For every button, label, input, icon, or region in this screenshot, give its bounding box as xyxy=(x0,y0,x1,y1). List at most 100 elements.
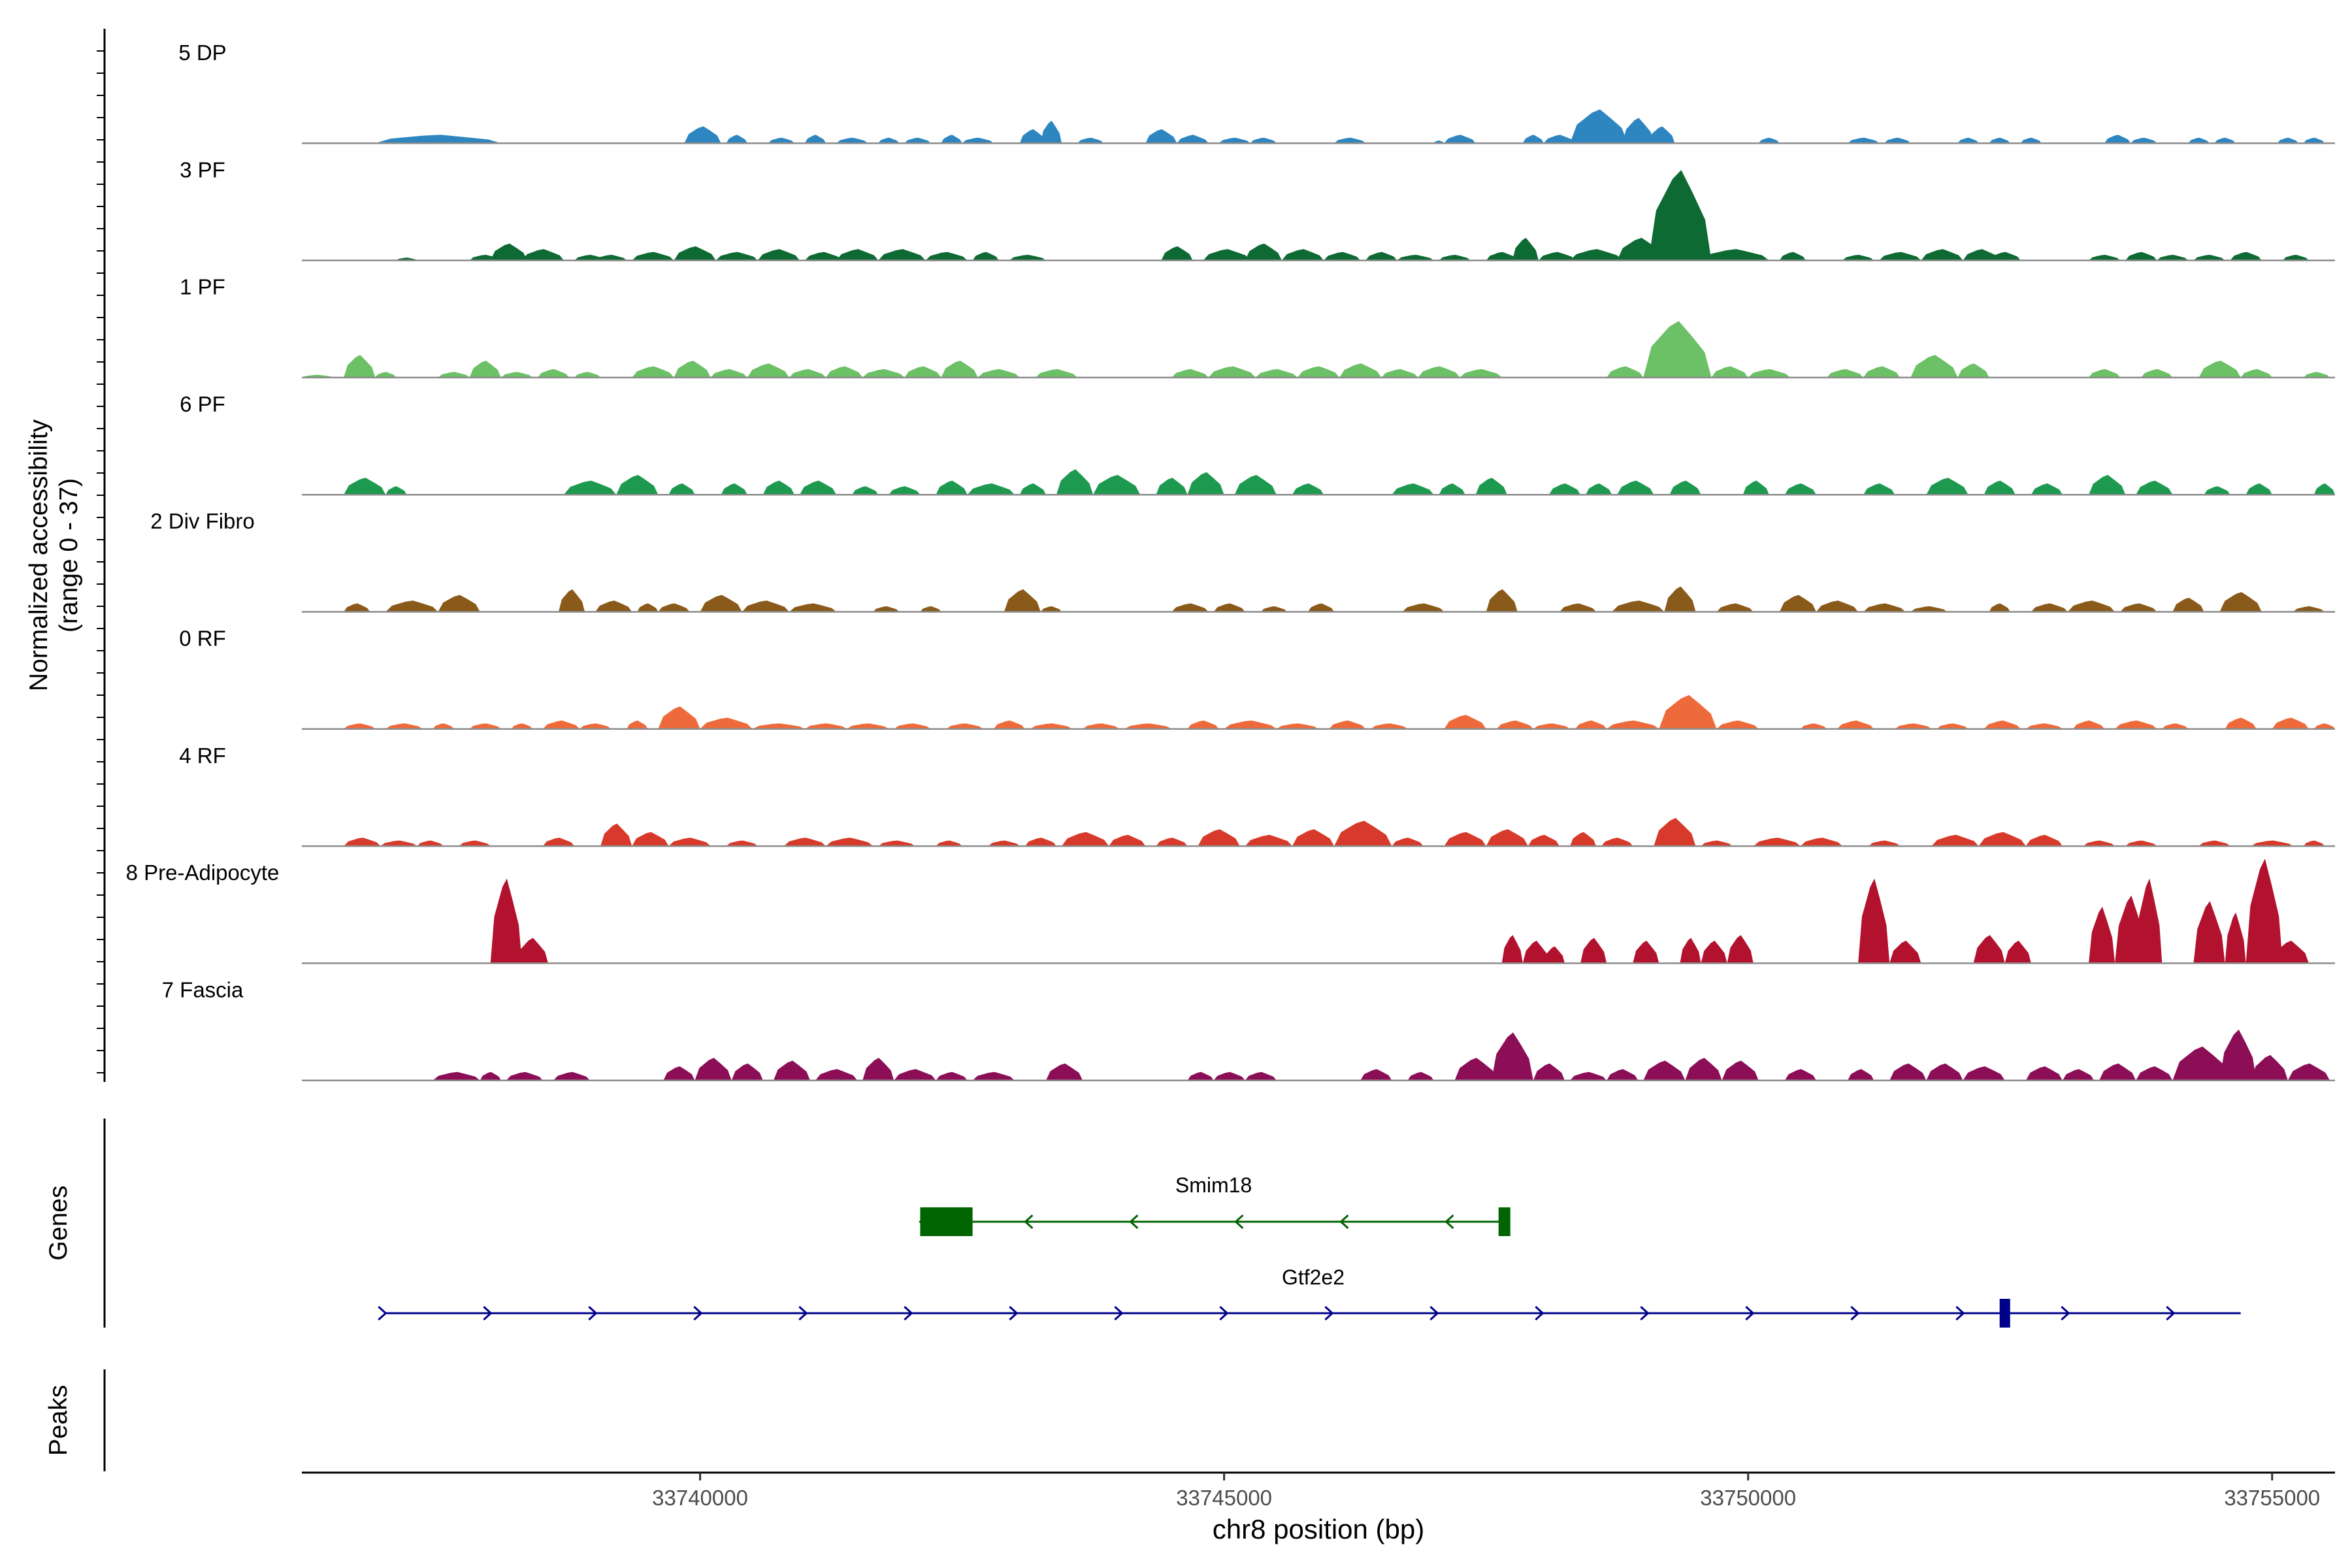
coverage-peak xyxy=(1863,483,1895,495)
coverage-peak xyxy=(941,135,962,144)
coverage-peak xyxy=(894,1069,936,1081)
coverage-peak xyxy=(2089,255,2121,261)
coverage-peak xyxy=(2099,1063,2136,1081)
coverage-peak xyxy=(516,938,548,964)
coverage-peak xyxy=(904,137,931,144)
coverage-peak xyxy=(1648,126,1675,144)
coverage-peak xyxy=(2240,368,2272,378)
coverage-peak xyxy=(1957,137,1979,144)
coverage-peak xyxy=(1371,723,1408,729)
coverage-peak xyxy=(1753,838,1801,847)
coverage-peak xyxy=(1895,723,1932,729)
coverage-peak xyxy=(2225,717,2257,729)
strand-arrow xyxy=(904,1305,913,1321)
coverage-peak xyxy=(1848,137,1880,144)
coverage-peak xyxy=(904,366,941,378)
strand-arrow xyxy=(1640,1305,1650,1321)
coverage-peak xyxy=(2313,723,2335,729)
coverage-peak xyxy=(1957,363,1989,378)
track-7: 8 Pre-Adipocyte xyxy=(126,858,2335,964)
coverage-peak xyxy=(1827,368,1864,378)
coverage-peak xyxy=(2303,840,2325,847)
coverage-peak xyxy=(1407,1071,1434,1081)
coverage-peak xyxy=(1842,255,1874,261)
coverage-peak xyxy=(1648,170,1712,261)
coverage-peak xyxy=(1334,137,1366,144)
coverage-peak xyxy=(752,723,805,729)
coverage-peak xyxy=(1758,137,1780,144)
coverage-peak xyxy=(469,723,501,729)
coverage-peak xyxy=(1869,840,1901,847)
coverage-peak xyxy=(344,723,376,729)
coverage-peak xyxy=(2214,137,2236,144)
coverage-peak xyxy=(1580,938,1607,964)
coverage-peak xyxy=(977,368,1020,378)
coverage-peak xyxy=(1748,368,1790,378)
track-label: 7 Fascia xyxy=(162,977,244,1002)
coverage-peak xyxy=(1575,720,1607,729)
coverage-peak xyxy=(375,372,397,378)
coverage-peak xyxy=(826,366,863,378)
coverage-peak xyxy=(658,706,700,729)
coverage-peak xyxy=(2172,597,2204,612)
strand-arrow xyxy=(1850,1305,1860,1321)
coverage-peak xyxy=(710,368,747,378)
coverage-peak xyxy=(1722,1060,1759,1081)
coverage-peak xyxy=(417,840,444,847)
coverage-peak xyxy=(1093,474,1141,495)
coverage-peak xyxy=(1475,478,1507,495)
coverage-peak xyxy=(1669,480,1701,495)
coverage-peak xyxy=(438,372,470,378)
coverage-peak xyxy=(1963,249,2000,261)
track-0: 5 DP xyxy=(178,41,2335,144)
coverage-peak xyxy=(1501,935,1523,964)
coverage-peak xyxy=(2272,940,2309,964)
coverage-peak xyxy=(1486,252,1518,261)
coverage-peak xyxy=(2219,592,2262,612)
coverage-peak xyxy=(1213,603,1245,612)
coverage-peak xyxy=(1402,603,1445,612)
coverage-peak xyxy=(1062,832,1109,847)
coverage-peak xyxy=(1486,829,1528,847)
coverage-peak xyxy=(1936,723,1968,729)
coverage-peak xyxy=(2141,368,2173,378)
coverage-peak xyxy=(2293,606,2325,612)
coverage-peak xyxy=(2277,137,2298,144)
coverage-peak xyxy=(2198,361,2241,378)
coverage-peak xyxy=(1701,840,1733,847)
coverage-peak xyxy=(1664,586,1696,612)
coverage-peak xyxy=(878,249,926,261)
coverage-peak xyxy=(627,720,648,729)
coverage-peak xyxy=(1187,720,1219,729)
coverage-peak xyxy=(1491,1032,1533,1081)
coverage-peak xyxy=(542,720,580,729)
track-label: 3 PF xyxy=(180,157,225,182)
gene-gtf2e2: Gtf2e2 xyxy=(378,1266,2241,1328)
coverage-peak xyxy=(1921,249,1963,261)
coverage-peak xyxy=(1716,720,1759,729)
coverage-peak xyxy=(1260,606,1287,612)
coverage-peak xyxy=(1109,834,1146,847)
coverage-peak xyxy=(2246,858,2283,964)
coverage-peak xyxy=(878,840,915,847)
track-8: 7 Fascia xyxy=(162,977,2335,1081)
coverage-peak xyxy=(715,252,758,261)
coverage-y-ticks xyxy=(97,50,105,1073)
coverage-peak xyxy=(2287,1063,2330,1081)
coverage-peak xyxy=(1171,603,1209,612)
coverage-peak xyxy=(1439,255,1471,261)
coverage-peak xyxy=(815,1069,858,1081)
coverage-peak xyxy=(375,135,501,144)
coverage-peak xyxy=(2282,255,2309,261)
coverage-peak xyxy=(1040,606,1062,612)
track-label: 1 PF xyxy=(180,275,225,299)
coverage-peak xyxy=(852,486,879,495)
track-2: 1 PF xyxy=(180,275,2335,379)
strand-arrow xyxy=(1219,1305,1229,1321)
x-axis-title: chr8 position (bp) xyxy=(1213,1514,1425,1544)
coverage-peak xyxy=(344,478,386,495)
coverage-peak xyxy=(1607,720,1659,729)
strand-arrow xyxy=(1129,1214,1139,1230)
coverage-peak xyxy=(1701,249,1769,261)
